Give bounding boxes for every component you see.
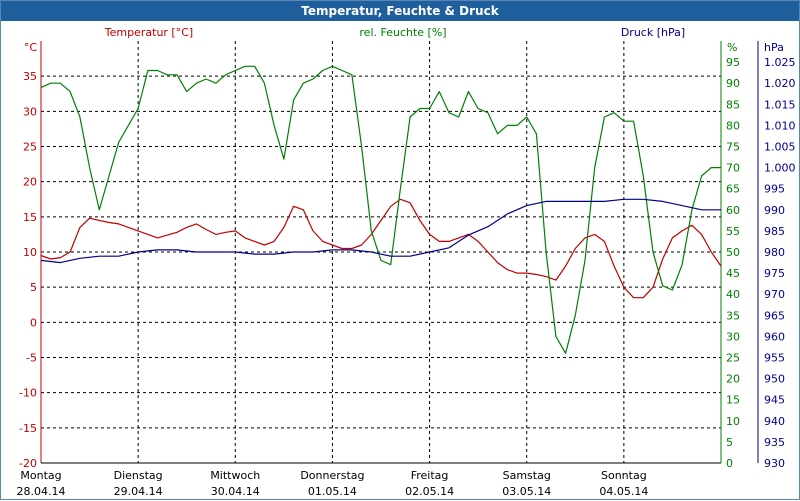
temperature-tick-label: 5	[30, 281, 37, 294]
pressure-tick-label: 985	[764, 225, 785, 238]
pressure-tick-label: 940	[764, 415, 785, 428]
pressure-tick-label: 1.010	[764, 119, 796, 132]
humidity-tick-label: 15	[726, 394, 740, 407]
x-tick-day: Donnerstag	[300, 469, 364, 482]
x-tick-day: Samstag	[503, 469, 551, 482]
pressure-tick-label: 930	[764, 457, 785, 470]
humidity-tick-label: 70	[726, 162, 740, 175]
pressure-tick-label: 1.005	[764, 141, 796, 154]
pressure-axis-label: Druck [hPa]	[621, 26, 685, 39]
pressure-tick-label: 950	[764, 373, 785, 386]
humidity-tick-label: 5	[726, 436, 733, 449]
humidity-tick-label: 90	[726, 77, 740, 90]
pressure-tick-label: 960	[764, 330, 785, 343]
grid	[41, 41, 721, 463]
pressure-tick-label: 995	[764, 183, 785, 196]
humidity-tick-label: 0	[726, 457, 733, 470]
pressure-line	[40, 198, 721, 264]
pressure-unit-label: hPa	[764, 41, 784, 54]
temperature-tick-label: -5	[26, 352, 37, 365]
x-tick-date: 01.05.14	[308, 485, 357, 498]
humidity-tick-label: 35	[726, 309, 740, 322]
plot-frame	[40, 41, 759, 464]
x-tick-date: 28.04.14	[17, 485, 66, 498]
window-title: Temperatur, Feuchte & Druck	[1, 1, 799, 21]
humidity-tick-label: 55	[726, 225, 740, 238]
humidity-tick-label: 45	[726, 267, 740, 280]
humidity-line	[40, 65, 721, 354]
temperature-line	[40, 198, 722, 299]
x-tick-day: Montag	[20, 469, 61, 482]
pressure-tick-label: 955	[764, 352, 785, 365]
x-tick-date: 30.04.14	[211, 485, 260, 498]
pressure-tick-label: 965	[764, 309, 785, 322]
humidity-tick-label: 85	[726, 98, 740, 111]
temperature-axis: 35 30 25 20 15 10 5 0 -5 -10 -15 -20	[19, 70, 37, 470]
axis-titles: Temperatur [°C] rel. Feuchte [%] Druck […	[24, 26, 784, 54]
pressure-axis: 1.025 1.020 1.015 1.010 1.005 1.000 995 990 985 9…	[764, 56, 796, 470]
humidity-tick-label: 65	[726, 183, 740, 196]
x-tick-date: 29.04.14	[114, 485, 163, 498]
humidity-tick-label: 75	[726, 141, 740, 154]
pressure-tick-label: 1.000	[764, 162, 796, 175]
x-tick-day: Dienstag	[114, 469, 163, 482]
humidity-tick-label: 25	[726, 352, 740, 365]
pressure-tick-label: 980	[764, 246, 785, 259]
x-tick-day: Sonntag	[601, 469, 647, 482]
humidity-tick-label: 60	[726, 204, 740, 217]
temperature-tick-label: -10	[19, 387, 37, 400]
humidity-tick-label: 10	[726, 415, 740, 428]
temperature-tick-label: 10	[23, 246, 37, 259]
pressure-tick-label: 990	[764, 204, 785, 217]
temperature-axis-label: Temperatur [°C]	[104, 26, 193, 39]
pressure-tick-label: 935	[764, 436, 785, 449]
humidity-tick-label: 40	[726, 288, 740, 301]
temperature-unit-label: °C	[24, 41, 38, 54]
x-tick-date: 02.05.14	[405, 485, 454, 498]
x-tick-date: 03.05.14	[502, 485, 551, 498]
series-group	[40, 65, 722, 354]
pressure-tick-label: 1.015	[764, 98, 796, 111]
temperature-tick-label: 25	[23, 141, 37, 154]
temperature-tick-label: -15	[19, 422, 37, 435]
humidity-unit-label: %	[727, 41, 737, 54]
pressure-tick-label: 945	[764, 394, 785, 407]
pressure-tick-label: 975	[764, 267, 785, 280]
pressure-tick-label: 970	[764, 288, 785, 301]
humidity-tick-label: 30	[726, 330, 740, 343]
humidity-tick-label: 80	[726, 119, 740, 132]
x-tick-date: 04.05.14	[599, 485, 648, 498]
x-axis: Montag 28.04.14 Dienstag 29.04.14 Mittwoch 30…	[17, 469, 649, 498]
pressure-tick-label: 1.020	[764, 77, 796, 90]
humidity-axis-label: rel. Feuchte [%]	[359, 26, 446, 39]
temperature-tick-label: 35	[23, 70, 37, 83]
temperature-tick-label: -20	[19, 457, 37, 470]
temperature-tick-label: 0	[30, 316, 37, 329]
temperature-tick-label: 15	[23, 211, 37, 224]
x-tick-day: Freitag	[411, 469, 449, 482]
humidity-tick-label: 20	[726, 373, 740, 386]
temperature-tick-label: 30	[23, 105, 37, 118]
pressure-tick-label: 1.025	[764, 56, 796, 69]
humidity-tick-label: 95	[726, 56, 740, 69]
x-tick-day: Mittwoch	[210, 469, 260, 482]
temperature-tick-label: 20	[23, 176, 37, 189]
humidity-tick-label: 50	[726, 246, 740, 259]
